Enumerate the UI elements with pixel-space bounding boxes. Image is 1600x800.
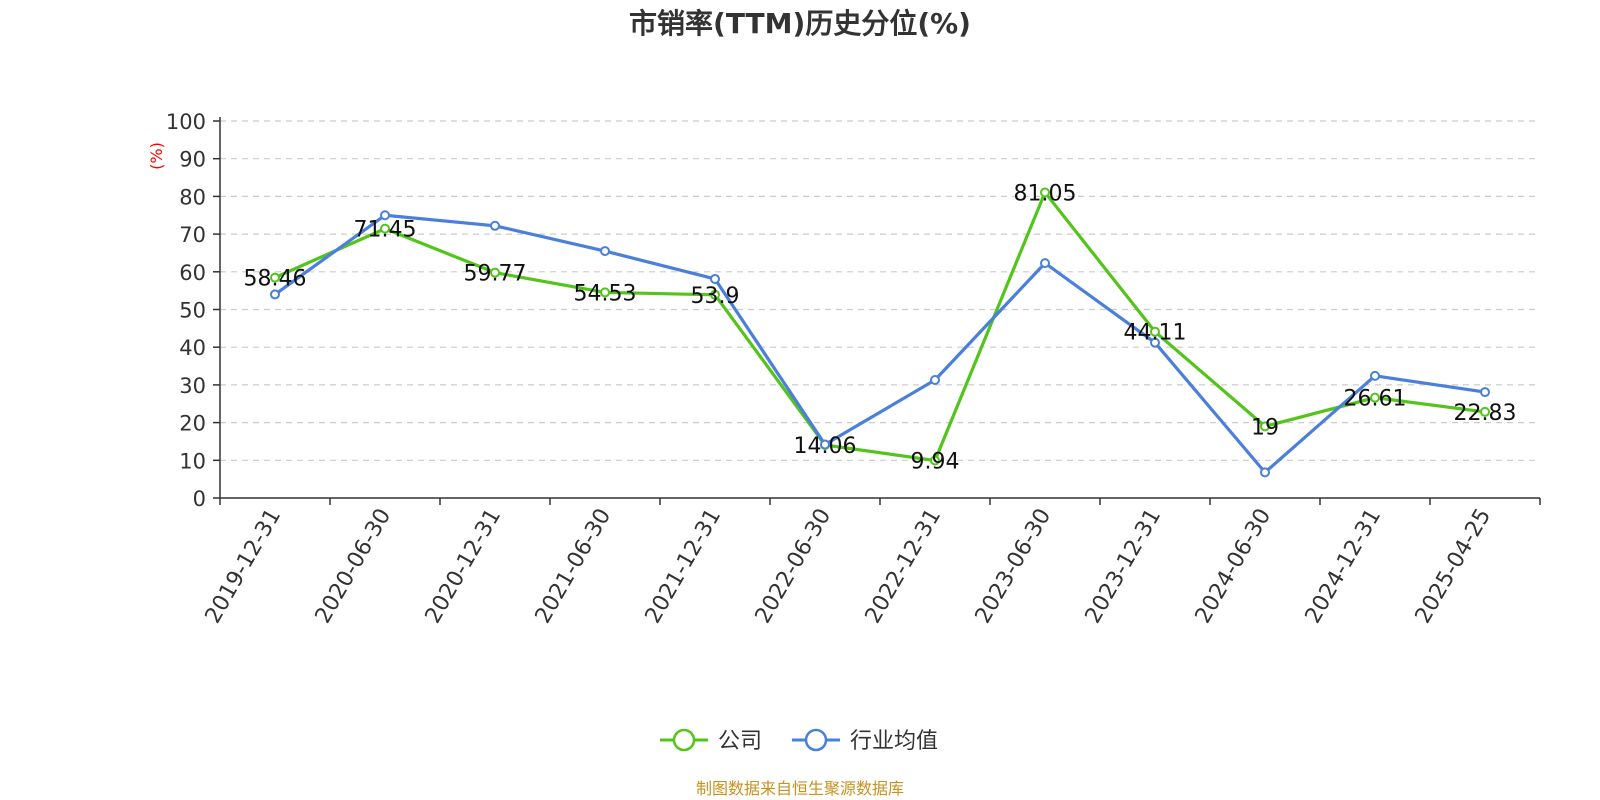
- series-line-industry: [274, 213, 1486, 474]
- x-tick-labels: 2019-12-31 2020-06-30 2020-12-31 2021-06-30…: [201, 505, 1497, 628]
- data-point-industry: [490, 220, 500, 231]
- data-point-industry: [820, 439, 830, 450]
- data-point-company: [1150, 326, 1160, 337]
- axes: [213, 117, 1541, 505]
- legend: 公司 行业均值: [660, 728, 938, 754]
- x-tick-label: 2021-06-30: [531, 505, 617, 628]
- y-tick-label: 20: [179, 412, 206, 436]
- y-tick-label: 30: [179, 374, 206, 398]
- y-tick-label: 70: [179, 223, 206, 247]
- legend-industry-label: 行业均值: [850, 729, 938, 754]
- data-label-company: 22.83: [1454, 401, 1517, 426]
- data-point-company: [1260, 421, 1270, 432]
- data-label-company: 81.05: [1014, 181, 1077, 206]
- data-label-company: 14.06: [794, 434, 857, 459]
- legend-company-marker: [672, 728, 696, 752]
- x-tick-label: 2022-06-30: [751, 505, 837, 628]
- y-tick-label: 90: [179, 148, 206, 172]
- y-tick-label: 100: [166, 110, 206, 134]
- data-label-company: 19: [1251, 415, 1279, 440]
- x-tick-label: 2023-12-31: [1081, 505, 1167, 628]
- x-tick-label: 2021-12-31: [641, 505, 727, 628]
- data-labels: 58.46 71.45 59.77 54.53 53.9 14.06 9.94 81.05 44…: [244, 181, 1517, 474]
- data-point-company: [1040, 187, 1050, 198]
- data-point-company: [1370, 392, 1380, 403]
- data-point-industry: [710, 273, 720, 284]
- data-label-company: 59.77: [464, 262, 527, 287]
- legend-item-industry-average[interactable]: 行业均值: [792, 728, 938, 754]
- series-layer: [270, 187, 1490, 478]
- y-axis-label: (%): [147, 142, 166, 170]
- data-point-company: [380, 223, 390, 234]
- data-point-industry: [1260, 467, 1270, 478]
- data-point-industry: [1370, 370, 1380, 381]
- y-tick-label: 50: [179, 299, 206, 323]
- source-note: 制图数据来自恒生聚源数据库: [696, 779, 904, 798]
- x-tick-label: 2023-06-30: [971, 505, 1057, 628]
- legend-industry-marker: [804, 728, 828, 752]
- data-point-industry: [930, 374, 940, 385]
- x-tick-label: 2019-12-31: [201, 505, 287, 628]
- x-tick-label: 2025-04-25: [1411, 505, 1497, 628]
- x-tick-label: 2024-06-30: [1191, 505, 1277, 628]
- y-tick-label: 0: [193, 487, 206, 511]
- legend-item-company[interactable]: 公司: [660, 728, 762, 754]
- series-line-company: [274, 190, 1486, 463]
- data-label-company: 54.53: [574, 281, 637, 306]
- data-point-company: [600, 287, 610, 298]
- data-label-company: 71.45: [354, 218, 417, 243]
- y-tick-label: 60: [179, 261, 206, 285]
- x-tick-label: 2020-06-30: [311, 505, 397, 628]
- legend-company-label: 公司: [718, 729, 762, 754]
- data-point-industry: [270, 289, 280, 300]
- y-tick-label: 10: [179, 449, 206, 473]
- y-tick-label: 80: [179, 185, 206, 209]
- data-point-industry: [1150, 337, 1160, 348]
- data-point-industry: [380, 210, 390, 221]
- x-tick-label: 2020-12-31: [421, 505, 507, 628]
- y-tick-labels: 0 10 20 30 40 50 60 70 80 90 100: [166, 110, 206, 511]
- data-point-industry: [1040, 258, 1050, 269]
- data-label-company: 9.94: [911, 450, 960, 475]
- x-tick-label: 2022-12-31: [861, 505, 947, 628]
- grid-lines: [220, 120, 1540, 461]
- data-point-company: [1480, 406, 1490, 417]
- data-point-industry: [600, 246, 610, 257]
- data-label-company: 58.46: [244, 267, 307, 292]
- data-point-company: [930, 455, 940, 466]
- data-label-company: 26.61: [1344, 387, 1407, 412]
- data-point-company: [490, 267, 500, 278]
- data-point-company: [710, 289, 720, 300]
- data-label-company: 53.9: [691, 284, 740, 309]
- data-label-company: 44.11: [1124, 321, 1187, 346]
- chart-title: 市销率(TTM)历史分位(%): [629, 7, 971, 40]
- x-tick-label: 2024-12-31: [1301, 505, 1387, 628]
- data-point-industry: [1480, 387, 1490, 398]
- y-tick-label: 40: [179, 336, 206, 360]
- data-point-company: [270, 272, 280, 283]
